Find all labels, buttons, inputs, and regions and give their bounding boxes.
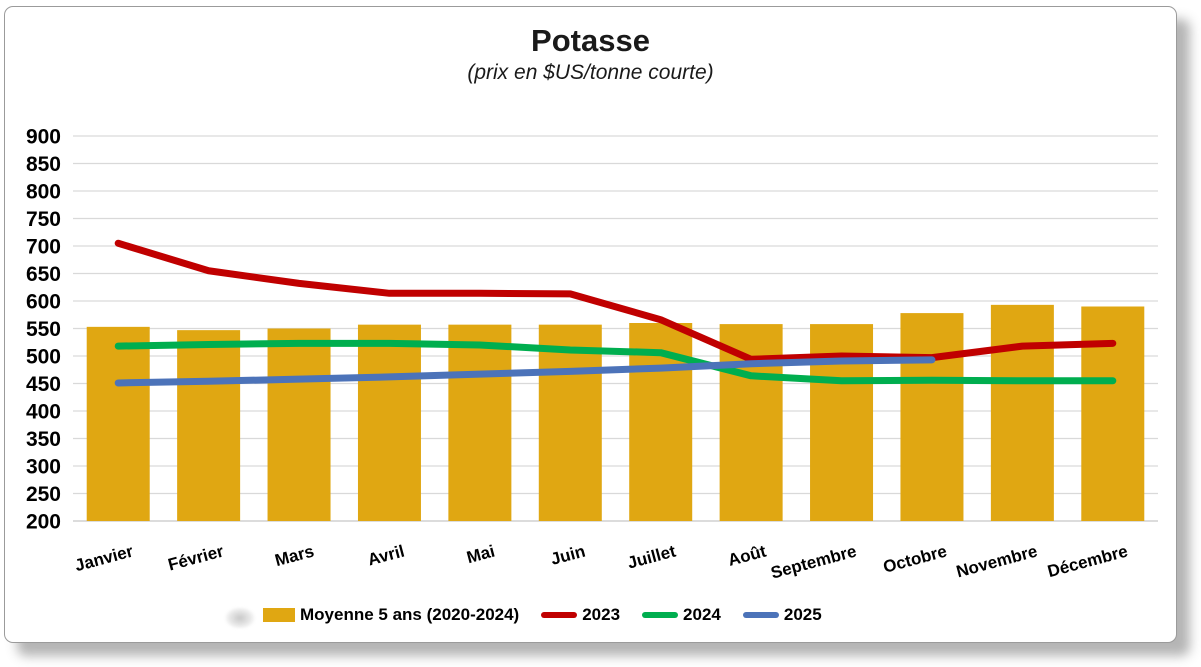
bar-Octobre	[900, 313, 964, 521]
bar-Août	[719, 324, 783, 521]
x-label-Septembre: Septembre	[769, 542, 859, 583]
y-tick-850: 850	[26, 153, 61, 176]
y-tick-450: 450	[26, 373, 61, 396]
x-label-Janvier: Janvier	[73, 541, 136, 575]
line-swatch-2024	[642, 612, 679, 618]
line-swatch-2023	[541, 612, 578, 618]
y-tick-800: 800	[26, 181, 61, 204]
legend-label-2024: 2024	[683, 605, 721, 624]
bar-Novembre	[990, 304, 1054, 521]
watermark-smudge	[219, 603, 261, 633]
legend-label-2025: 2025	[783, 605, 822, 624]
y-tick-250: 250	[26, 483, 61, 506]
y-tick-500: 500	[26, 346, 61, 369]
x-label-Novembre: Novembre	[954, 542, 1039, 582]
chart-canvas: 200 250 300 350 400 450 500 550 600 650 700 750 800 8…	[26, 126, 1158, 583]
y-tick-350: 350	[26, 428, 61, 451]
x-label-Février: Février	[166, 541, 226, 574]
y-tick-550: 550	[26, 318, 61, 341]
x-label-Août: Août	[726, 541, 769, 569]
line-2024	[114, 339, 1117, 385]
y-tick-650: 650	[26, 263, 61, 286]
bar-Décembre	[1081, 306, 1145, 521]
legend: Moyenne 5 ans (2020-2024) 2023 2024 2025	[263, 605, 822, 625]
x-label-Décembre: Décembre	[1045, 542, 1129, 582]
x-label-Mai: Mai	[465, 542, 497, 568]
x-label-Juillet: Juillet	[625, 541, 678, 572]
x-label-Octobre: Octobre	[881, 542, 949, 577]
bar-Janvier	[86, 326, 150, 521]
bar-Mars	[267, 328, 331, 521]
legend-item-2023: 2023	[541, 605, 620, 625]
line-2025	[114, 356, 936, 387]
y-tick-750: 750	[26, 208, 61, 231]
x-label-Avril: Avril	[366, 542, 407, 570]
y-tick-400: 400	[26, 401, 61, 424]
y-tick-200: 200	[26, 511, 61, 534]
x-label-Juin: Juin	[549, 542, 588, 569]
legend-item-2024: 2024	[642, 605, 721, 625]
bar-Février	[177, 330, 241, 521]
legend-item-moyenne: Moyenne 5 ans (2020-2024)	[263, 605, 519, 625]
bar-Juin	[538, 324, 602, 521]
bar-swatch	[263, 608, 295, 622]
y-tick-700: 700	[26, 236, 61, 259]
line-swatch-2025	[742, 612, 779, 618]
chart-frame: Potasse (prix en $US/tonne courte) 200 25…	[4, 6, 1177, 643]
chart-title: Potasse	[531, 23, 650, 58]
chart-header: Potasse (prix en $US/tonne courte)	[5, 23, 1176, 87]
y-tick-900: 900	[26, 126, 61, 149]
legend-item-2025: 2025	[742, 605, 822, 625]
line-2023	[114, 239, 1117, 363]
bar-Avril	[357, 324, 421, 521]
chart-subtitle: (prix en $US/tonne courte)	[467, 61, 714, 84]
bar-Mai	[448, 324, 512, 521]
legend-label-2023: 2023	[582, 605, 621, 624]
y-tick-600: 600	[26, 291, 61, 314]
x-label-Mars: Mars	[273, 542, 316, 571]
y-tick-300: 300	[26, 456, 61, 479]
legend-label-moyenne: Moyenne 5 ans (2020-2024)	[300, 605, 520, 624]
